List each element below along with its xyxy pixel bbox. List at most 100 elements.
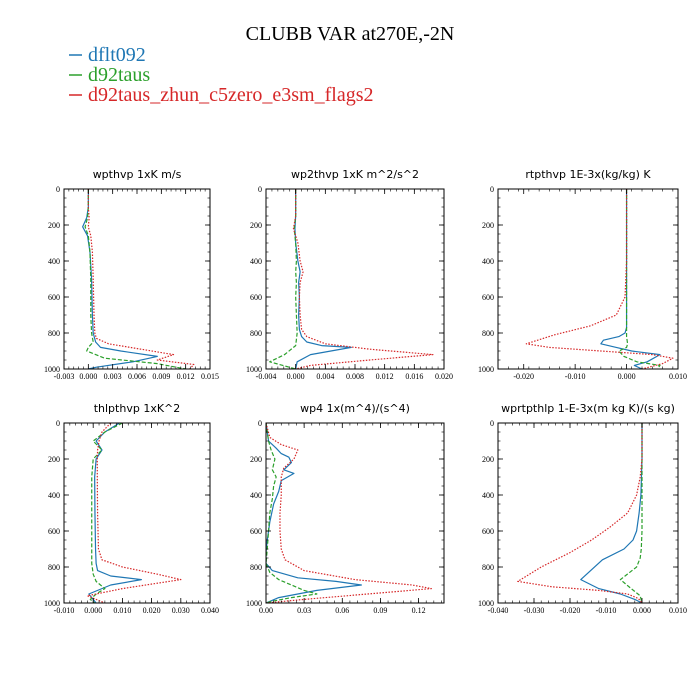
panel-2-frame <box>265 188 445 370</box>
panel-5-xtick-label: 0.06 <box>335 606 349 615</box>
panel-6-ytick-label: 800 <box>482 563 494 572</box>
panel-2-title: wp2thvp 1xK m^2/s^2 <box>291 168 419 181</box>
panel-6-ytick-label: 1000 <box>478 599 494 608</box>
panel-6-ytick-label: 400 <box>482 491 494 500</box>
panel-4-xtick-label: 0.000 <box>84 606 102 615</box>
panel-5-xtick-label: 0.03 <box>297 606 311 615</box>
panel-3-series-dflt092 <box>600 189 661 369</box>
panel-6-frame <box>497 422 679 604</box>
panel-2-ytick-label: 600 <box>250 293 262 302</box>
legend: dflt092d92tausd92taus_zhun_c5zero_e3sm_f… <box>69 44 373 106</box>
panel-3-ytick-label: 1000 <box>478 365 494 374</box>
panel-1-xtick-label: 0.003 <box>104 372 122 381</box>
panel-4-ytick-label: 1000 <box>44 599 60 608</box>
panel-2-xtick-label: 0.016 <box>405 372 423 381</box>
panel-4: thlpthvp 1xK^2 -0.010 0.000 0.010 0.020 0.030… <box>44 402 219 615</box>
panel-1-series-dflt092 <box>82 189 158 369</box>
panel-6-ytick-label: 200 <box>482 455 494 464</box>
panel-5-ytick-label: 800 <box>250 563 262 572</box>
panel-2-series-d92taus <box>269 189 298 369</box>
legend-label-1: d92taus <box>88 64 150 86</box>
panel-1-frame <box>63 188 211 370</box>
panel-6-ytick-label: 600 <box>482 527 494 536</box>
panel-1-xtick-label: 0.006 <box>128 372 146 381</box>
panel-1-ytick-label: 1000 <box>44 365 60 374</box>
panel-3-xtick-label: 0.010 <box>669 372 687 381</box>
panel-1-ytick-label: 400 <box>48 257 60 266</box>
panel-4-ytick-label: 600 <box>48 527 60 536</box>
panel-4-xtick-label: 0.010 <box>113 606 131 615</box>
panel-5-ytick-label: 600 <box>250 527 262 536</box>
panel-5-xtick-label: 0.12 <box>412 606 426 615</box>
panel-2-xtick-label: 0.008 <box>346 372 364 381</box>
panel-3-ytick-label: 400 <box>482 257 494 266</box>
panel-2-ytick-label: 200 <box>250 221 262 230</box>
panel-6-xtick-label: 0.010 <box>669 606 687 615</box>
panel-1-ytick-label: 0 <box>56 185 60 194</box>
panel-2-ytick-label: 800 <box>250 329 262 338</box>
panel-2: wp2thvp 1xK m^2/s^2 -0.004 0.000 0.004 0.008… <box>246 168 453 381</box>
panel-2-xtick-label: 0.012 <box>376 372 394 381</box>
panel-2-ytick-label: 0 <box>258 185 262 194</box>
panel-1-series-d92taus <box>84 189 186 369</box>
panel-1-ytick-label: 600 <box>48 293 60 302</box>
panel-3-ytick-label: 600 <box>482 293 494 302</box>
legend-label-0: dflt092 <box>88 44 146 66</box>
panel-4-series-d92taus <box>89 423 123 603</box>
panel-5-ytick-label: 0 <box>258 419 262 428</box>
panel-6-series-dflt092 <box>580 423 643 603</box>
panel-4-xtick-label: 0.040 <box>201 606 219 615</box>
panel-1-ytick-label: 200 <box>48 221 60 230</box>
panel-6-title: wprtpthlp 1-E-3x(m kg K)/(s kg) <box>501 402 675 415</box>
panel-3: rtpthvp 1E-3x(kg/kg) K -0.020 -0.010 0.000 0… <box>478 168 687 381</box>
panel-3-xtick-label: -0.020 <box>513 372 534 381</box>
panel-3-xtick-label: -0.010 <box>565 372 586 381</box>
panel-3-title: rtpthvp 1E-3x(kg/kg) K <box>525 168 651 181</box>
panel-6-ytick-label: 0 <box>490 419 494 428</box>
panel-4-ytick-label: 400 <box>48 491 60 500</box>
panel-5-ytick-label: 1000 <box>246 599 262 608</box>
panel-6: wprtpthlp 1-E-3x(m kg K)/(s kg) -0.040 -0.… <box>478 402 687 615</box>
panel-5-ytick-label: 200 <box>250 455 262 464</box>
panel-2-xtick-label: 0.020 <box>435 372 453 381</box>
panel-1-xtick-label: -0.003 <box>54 372 75 381</box>
panel-3-ytick-label: 0 <box>490 185 494 194</box>
panel-1-xtick-label: 0.012 <box>177 372 195 381</box>
panel-4-ytick-label: 200 <box>48 455 60 464</box>
panels: wpthvp 1xK m/s-0.003 0.000 0.003 0.006 0.009… <box>44 168 687 615</box>
figure-title: CLUBB VAR at270E,-2N <box>246 23 455 45</box>
panel-3-xtick-label: 0.000 <box>618 372 636 381</box>
panel-5-ytick-label: 400 <box>250 491 262 500</box>
panel-4-ytick-label: 0 <box>56 419 60 428</box>
panel-4-ytick-label: 800 <box>48 563 60 572</box>
panel-5-xtick-label: 0.09 <box>373 606 387 615</box>
panel-1: wpthvp 1xK m/s -0.003 0.000 0.003 0.006 0.009… <box>44 168 219 381</box>
panel-4-series-dflt092 <box>88 423 142 603</box>
panel-3-ytick-label: 800 <box>482 329 494 338</box>
panel-2-series-dflt092 <box>294 189 352 369</box>
panel-6-series-d92taus_zhun_c5zero_e3sm_flags2 <box>517 423 643 603</box>
panel-4-xtick-label: 0.030 <box>172 606 190 615</box>
panel-6-xtick-label: -0.010 <box>596 606 617 615</box>
panel-5-series-dflt092 <box>266 423 362 603</box>
panel-2-xtick-label: 0.004 <box>316 372 334 381</box>
panel-6-series-d92taus <box>619 423 643 603</box>
panel-4-xtick-label: 0.020 <box>143 606 161 615</box>
panel-6-xtick-label: -0.020 <box>560 606 581 615</box>
panel-3-series-d92taus_zhun_c5zero_e3sm_flags2 <box>525 189 674 369</box>
panel-3-ytick-label: 200 <box>482 221 494 230</box>
panel-4-title: thlpthvp 1xK^2 <box>94 402 181 415</box>
panel-6-xtick-label: -0.030 <box>524 606 545 615</box>
panel-3-series-d92taus <box>618 189 661 369</box>
panel-2-series-d92taus_zhun_c5zero_e3sm_flags2 <box>292 189 434 369</box>
panel-5-xtick-label: 0.00 <box>259 606 273 615</box>
panel-6-xtick-label: -0.040 <box>488 606 509 615</box>
panel-4-xtick-label: -0.010 <box>54 606 75 615</box>
panel-1-xtick-label: 0.015 <box>201 372 219 381</box>
panel-1-title: wpthvp 1xK m/s <box>93 168 182 181</box>
panel-1-series-d92taus_zhun_c5zero_e3sm_flags2 <box>87 189 195 369</box>
panel-1-xtick-label: 0.000 <box>79 372 97 381</box>
panel-1-xtick-label: 0.009 <box>152 372 170 381</box>
panel-2-ytick-label: 1000 <box>246 365 262 374</box>
panel-4-series-d92taus_zhun_c5zero_e3sm_flags2 <box>86 423 182 603</box>
